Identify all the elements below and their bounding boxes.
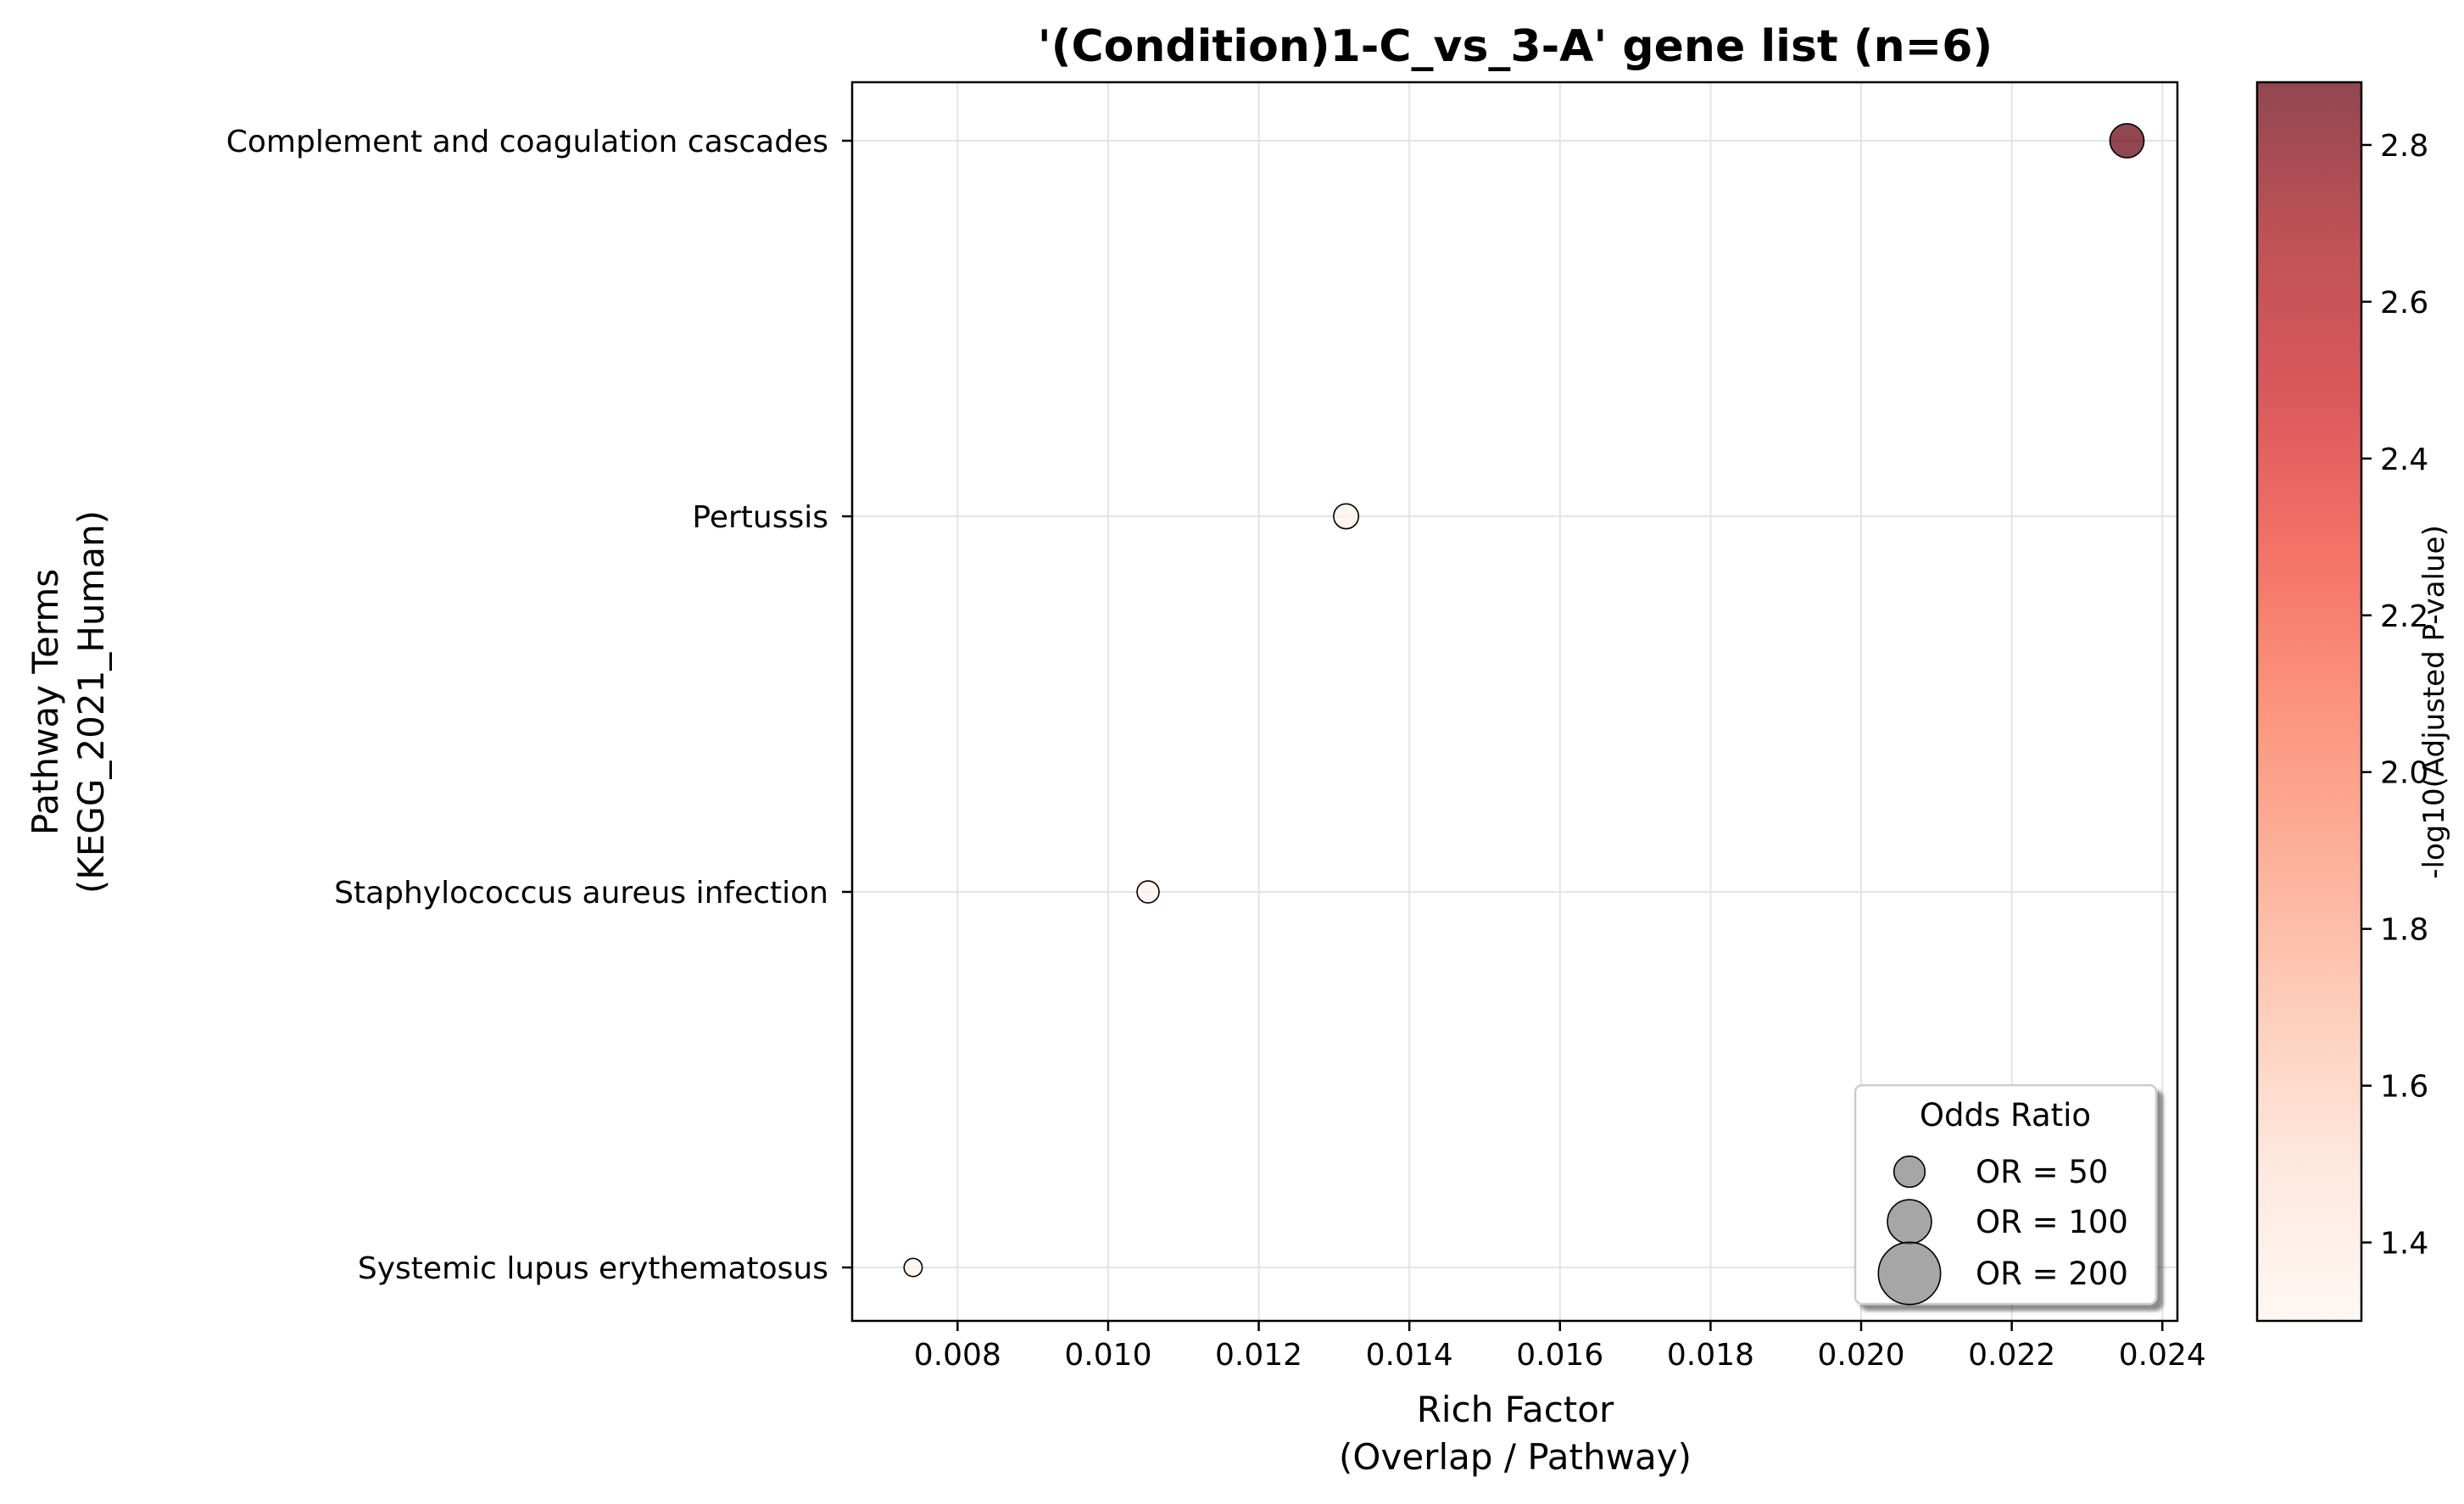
x-tick-label: 0.010 xyxy=(1064,1338,1151,1373)
y-tick-label: Pertussis xyxy=(692,500,828,535)
x-tick-label: 0.018 xyxy=(1667,1338,1754,1373)
colorbar-tick-label: 1.6 xyxy=(2380,1070,2428,1105)
x-tick-label: 0.008 xyxy=(914,1338,1001,1373)
colorbar-label: -log10(Adjusted P-value) xyxy=(2417,525,2451,878)
legend-marker xyxy=(1893,1155,1926,1189)
colorbar-tick-label: 1.8 xyxy=(2380,913,2428,948)
legend-marker xyxy=(1887,1199,1932,1245)
x-axis-label-line-1: Rich Factor xyxy=(1417,1389,1614,1430)
colorbar-gradient xyxy=(2257,82,2361,1321)
x-axis-ticks: 0.008 0.010 0.012 0.014 0.016 0.018 0.020 0.022… xyxy=(914,1321,2206,1373)
y-tick-label: Staphylococcus aureus infection xyxy=(334,876,828,911)
colorbar-frame xyxy=(2255,81,2363,1323)
y-axis-label-line-2: (KEGG_2021_Human) xyxy=(70,510,112,894)
data-points xyxy=(903,123,2145,1278)
data-point xyxy=(2109,123,2145,159)
chart-title: '(Condition)1-C_vs_3-A' gene list (n=6) xyxy=(1038,21,1993,72)
y-axis-ticks: Complement and coagulation cascades Pertu… xyxy=(226,125,852,1286)
plot-area-frame xyxy=(850,81,2179,1323)
legend-marker xyxy=(1877,1241,1942,1306)
colorbar-tick-label: 2.8 xyxy=(2380,129,2428,164)
colorbar-tick-label: 2.4 xyxy=(2380,443,2428,477)
colorbar-tick-label: 2.0 xyxy=(2380,756,2428,791)
y-axis-label: Pathway Terms (KEGG_2021_Human) xyxy=(25,510,112,894)
x-tick-label: 0.014 xyxy=(1366,1338,1453,1373)
odds-ratio-legend: Odds Ratio OR = 50 OR = 100 OR = 200 xyxy=(1854,1083,2158,1306)
x-axis-label-line-2: (Overlap / Pathway) xyxy=(1339,1436,1692,1478)
colorbar-tick-label: 2.2 xyxy=(2380,599,2428,634)
legend-label: OR = 100 xyxy=(1976,1204,2128,1240)
legend-label: OR = 50 xyxy=(1976,1154,2108,1190)
y-tick-label: Complement and coagulation cascades xyxy=(226,125,828,159)
x-tick-label: 0.020 xyxy=(1817,1338,1904,1373)
colorbar: -log10(Adjusted P-value) 1.4 1.6 1.8 2.0 2.2… xyxy=(2255,81,2451,1323)
data-point xyxy=(1333,503,1360,530)
x-tick-label: 0.016 xyxy=(1516,1338,1603,1373)
colorbar-tick-label: 2.6 xyxy=(2380,286,2428,320)
x-tick-label: 0.022 xyxy=(1968,1338,2055,1373)
legend-box xyxy=(1854,1083,2158,1306)
data-point xyxy=(1136,880,1160,904)
legend-label: OR = 200 xyxy=(1976,1256,2128,1292)
y-tick-label: Systemic lupus erythematosus xyxy=(358,1251,828,1286)
legend-title: Odds Ratio xyxy=(1920,1097,2091,1134)
data-point xyxy=(903,1257,923,1278)
x-axis-label: Rich Factor (Overlap / Pathway) xyxy=(1339,1389,1692,1478)
y-axis-label-line-1: Pathway Terms xyxy=(25,569,66,835)
x-tick-label: 0.024 xyxy=(2119,1338,2206,1373)
x-tick-label: 0.012 xyxy=(1215,1338,1302,1373)
colorbar-tick-label: 1.4 xyxy=(2380,1227,2428,1262)
